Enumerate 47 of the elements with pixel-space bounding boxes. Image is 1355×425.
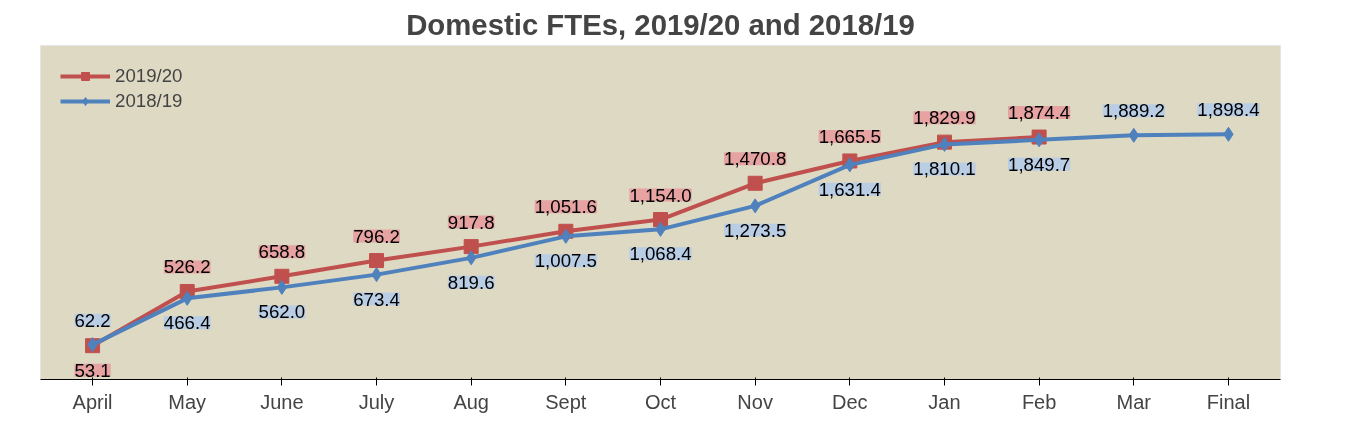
x-tick-label: Mar [1116,390,1152,413]
chart-title: Domestic FTEs, 2019/20 and 2018/19 [406,7,915,41]
data-label: 1,874.4 [1008,102,1071,124]
x-tick-label: June [260,390,304,413]
x-tick-label: April [72,390,113,413]
data-label: 62.2 [74,309,111,331]
data-label: 1,665.5 [818,125,881,147]
x-tick-label: Oct [644,390,677,413]
x-tick-label: May [168,390,207,413]
point [560,228,572,244]
point [463,239,479,255]
x-tick-label: July [358,390,395,413]
data-label: 796.2 [353,225,400,247]
data-label: 673.4 [353,288,400,310]
legend-label: 2019/20 [115,65,183,87]
data-label: 1,273.5 [724,219,787,241]
data-label: 1,849.7 [1008,153,1071,175]
point [747,175,763,191]
data-label: 917.8 [447,211,495,233]
data-label: 1,154.0 [629,184,692,206]
x-tick-label: Feb [1021,390,1057,413]
data-label: 1,007.5 [534,250,597,272]
data-label: 526.2 [163,256,211,278]
x-tick-label: Aug [453,390,489,413]
data-label: 1,631.4 [818,178,881,200]
x-tick-label: Dec [832,390,868,413]
legend-label: 2018/19 [115,90,183,112]
data-label: 466.4 [163,312,211,334]
data-label: 1,889.2 [1102,100,1165,122]
data-label: 53.1 [74,359,111,381]
data-label: 1,470.8 [724,148,787,170]
data-label: 1,068.4 [629,243,692,265]
point [369,253,385,269]
data-label: 1,829.9 [913,107,976,129]
x-tick-label: Final [1206,390,1251,413]
point [274,268,290,284]
point [276,279,288,295]
x-tick-label: Nov [737,390,773,413]
data-label: 819.6 [447,271,495,293]
data-label: 562.0 [258,301,306,323]
x-tick-label: Jan [928,390,961,413]
x-tick-label: Sept [545,390,587,413]
data-label: 1,898.4 [1197,99,1260,121]
data-label: 658.8 [258,241,306,263]
data-label: 1,051.6 [534,196,597,218]
point [749,198,761,214]
data-label: 1,810.1 [913,158,976,180]
